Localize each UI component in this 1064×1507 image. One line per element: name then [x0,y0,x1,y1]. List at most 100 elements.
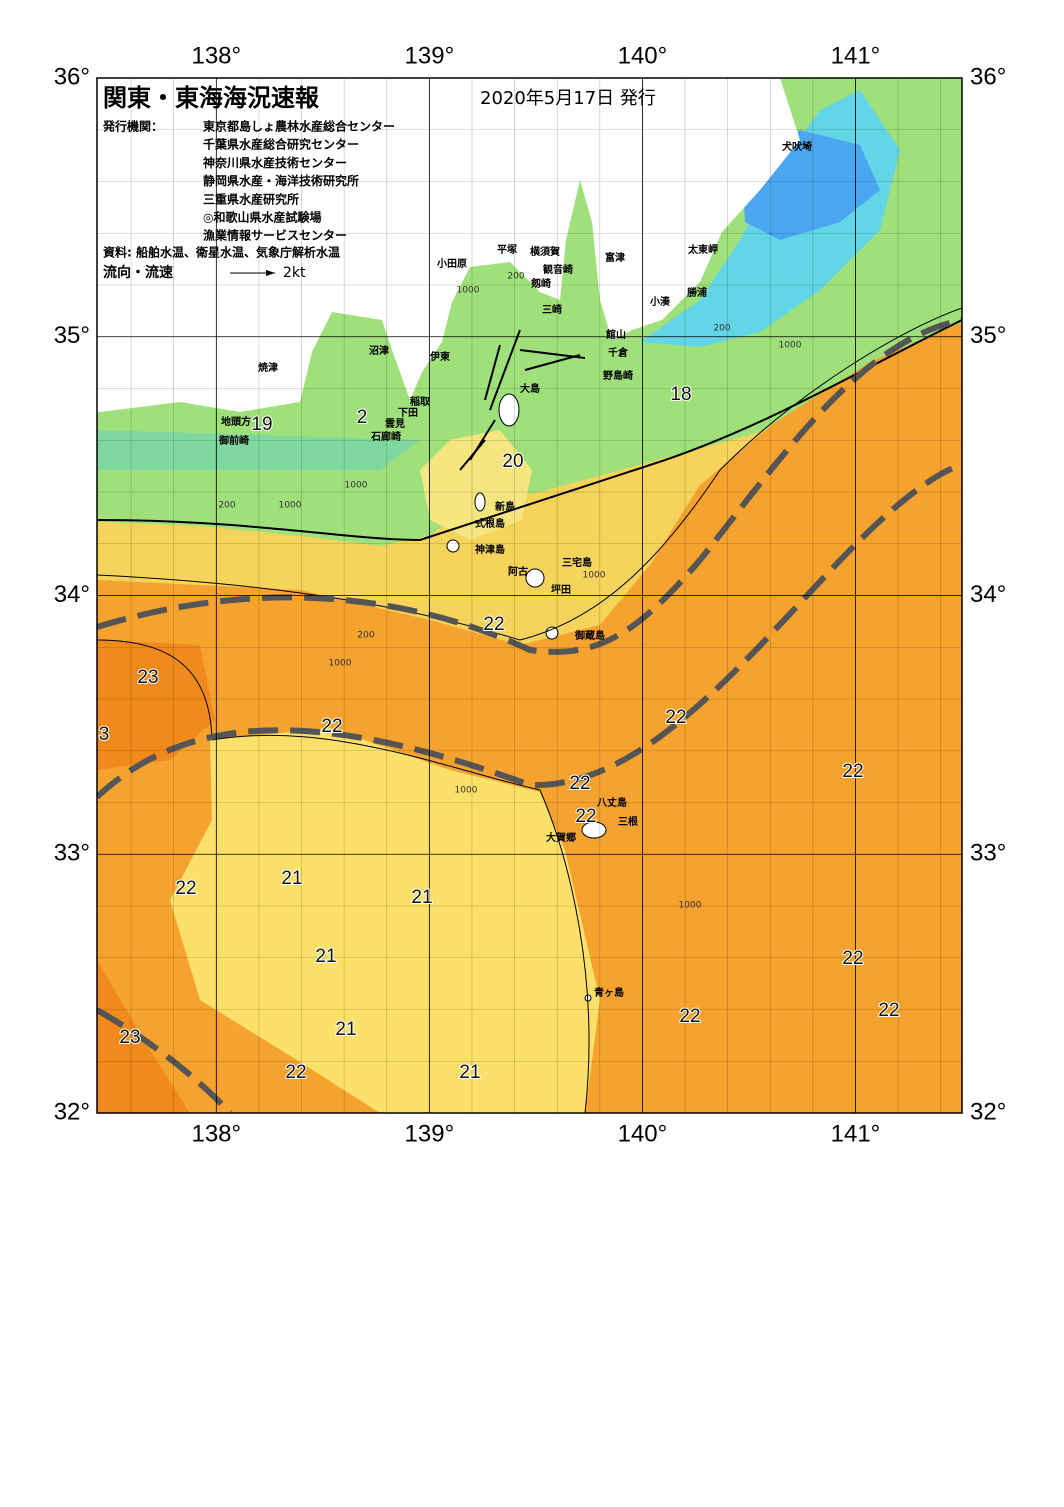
depth-label: 1000 [329,659,352,669]
depth-label: 1000 [779,341,802,351]
place-name: 下田 [398,407,418,419]
depth-label: 200 [357,631,374,641]
latitude-label: 33° [970,840,1006,867]
latitude-label: 34° [970,581,1006,608]
isotherm-label: 23 [119,1027,140,1048]
place-name: 石廊崎 [370,430,401,443]
issue-date: 2020年5月17日 発行 [480,88,656,109]
place-name: 青ヶ島 [594,986,624,999]
isotherm-label: 22 [285,1062,306,1083]
place-name: 神津島 [475,543,505,556]
place-name: 千倉 [608,346,629,359]
place-name: 横須賀 [530,245,560,258]
labels: 138°138°139°139°140°140°141°141°32° 32°33… [54,42,1007,1147]
place-name: 伊東 [429,350,450,363]
place-name: 御前崎 [218,434,249,447]
current-vectors [459,329,586,471]
isotherm-label: 22 [483,614,504,635]
cold-water [97,430,420,470]
place-name: 平塚 [497,243,517,256]
isotherm-label: 20 [502,451,523,472]
issuer-name: 神奈川県水産技術センター [203,155,347,170]
place-name: 太東岬 [687,243,718,256]
isotherm-label: 19 [251,414,272,435]
place-name: 稲取 [410,395,431,408]
graticule [97,77,962,1114]
depth-label: 200 [713,324,730,334]
place-name: 坪田 [551,583,571,596]
isotherm-label: 22 [842,948,863,969]
place-name: 焼津 [258,361,278,374]
place-name: 大賀郷 [546,831,576,844]
issuer-name: 漁業情報サービスセンター [203,228,347,243]
longitude-label: 140° [618,42,668,69]
issuer-name: 千葉県水産総合研究センター [203,137,359,152]
isotherm-label: 22 [175,878,196,899]
place-name: 野島崎 [603,369,633,382]
latitude-label: 34° [54,581,90,608]
place-name: 阿古 [508,565,528,578]
source: 資料: 船舶水温、衛星水温、気象庁解析水温 [103,245,340,260]
issuer-label: 発行機関： [102,119,163,134]
place-name: 勝浦 [687,286,707,299]
place-name: 小湊 [649,295,671,308]
isotherm-label: 21 [281,868,302,889]
longitude-label: 141° [831,42,881,69]
isotherm-label: 22 [878,1000,899,1021]
place-name: 館山 [605,328,626,341]
longitude-label: 138° [191,1120,241,1147]
place-name: 式根島 [475,517,505,530]
place-name: 地頭方 [221,415,251,428]
isotherm-label: 22 [679,1006,700,1027]
place-name: 三崎 [542,303,562,316]
latitude-label: 36° [54,63,90,90]
map-frame [96,77,963,1114]
kuroshio-axis [97,317,962,1113]
place-name: 剱崎 [530,277,551,290]
latitude-label: 36° [970,63,1006,90]
place-name: 御蔵島 [574,629,605,642]
depth-label: 1000 [457,286,480,296]
latitude-label: 32° [970,1098,1006,1125]
latitude-label: 35° [54,322,90,349]
isotherm-label: 2 [357,407,368,428]
longitude-label: 138° [191,42,241,69]
warmest-water [97,640,215,1113]
place-name: 小田原 [436,257,467,270]
place-name: 富津 [605,251,625,264]
place-name: 三宅島 [562,556,592,569]
latitude-label: 35° [970,322,1006,349]
legend-label: 流向・流速 [103,264,173,281]
title: 関東・東海海況速報 [103,84,320,112]
depth-label: 1000 [583,571,606,581]
isotherm-label: 22 [842,761,863,782]
isotherm-label: 21 [315,946,336,967]
sea-surface [97,78,962,1113]
issuer-name: 静岡県水産・海洋技術研究所 [203,173,359,188]
depth-label: 1000 [455,786,478,796]
issuer-name: ◎和歌山県水産試験場 [203,210,321,225]
islands [446,393,607,1002]
legend-arrowhead [266,270,275,276]
isotherm-label: 21 [335,1019,356,1040]
isotherm-label: 22 [321,716,342,737]
isotherm-label: 22 [575,806,596,827]
issuer-name: 三重県水産研究所 [203,191,299,206]
isotherm-label: 21 [411,887,432,908]
depth-label: 200 [218,501,235,511]
place-name: 沼津 [369,344,389,357]
latitude-label: 32° [54,1098,90,1125]
land [97,78,800,412]
isotherm-label: 22 [569,773,590,794]
depth-label: 1000 [345,481,368,491]
place-name: 三根 [618,815,638,828]
isotherm-label: 23 [137,667,158,688]
longitude-label: 141° [831,1120,881,1147]
place-name: 犬吠埼 [782,140,812,153]
isotherm-label: 3 [99,724,110,745]
cool-eddy [170,728,600,1113]
longitude-label: 140° [618,1120,668,1147]
depth-label: 1000 [279,501,302,511]
place-name: 雲見 [385,418,405,430]
